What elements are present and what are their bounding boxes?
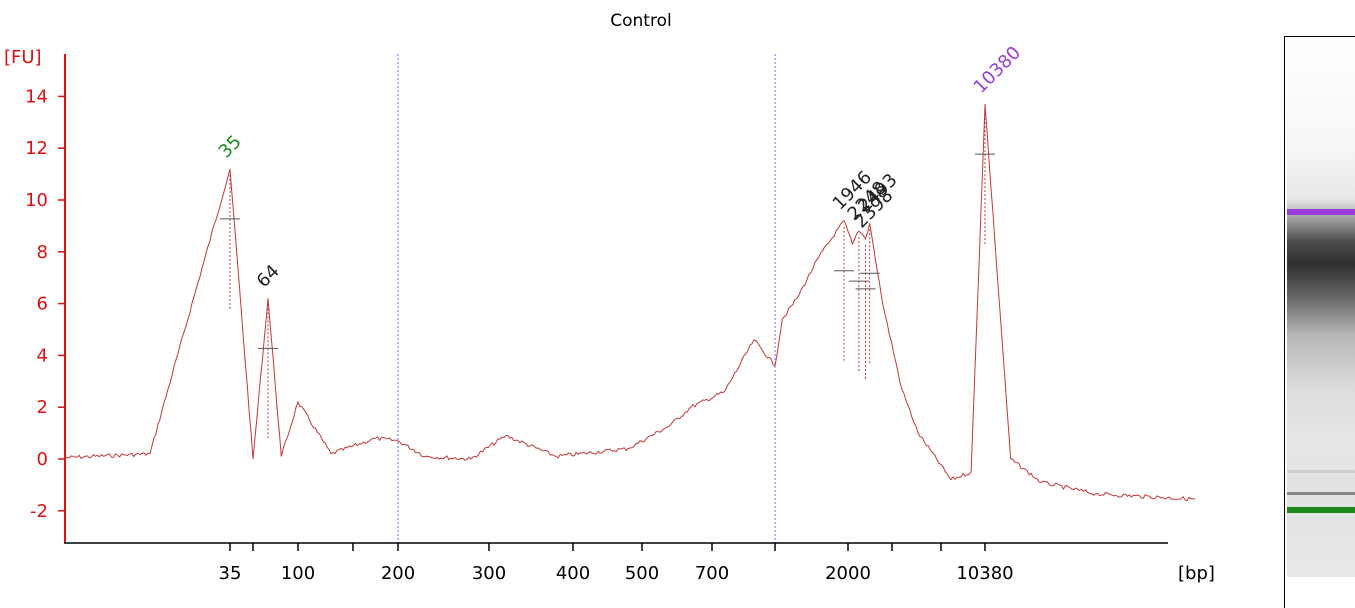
x-tick-label: 200	[381, 563, 415, 584]
x-tick-label: 400	[556, 563, 590, 584]
x-tick-label: 10380	[956, 563, 1013, 584]
peak-label: 64	[253, 261, 284, 292]
gel-lane	[1287, 37, 1355, 577]
peak-label: 10380	[970, 42, 1025, 97]
x-tick-label: 300	[472, 563, 506, 584]
trace-layer	[64, 104, 1196, 502]
y-tick-label: 2	[37, 397, 48, 418]
x-tick-label: 500	[625, 563, 659, 584]
axes-layer	[64, 54, 1168, 544]
y-tick-label: 4	[37, 345, 48, 366]
y-tick-label: 8	[37, 242, 48, 263]
trace-line	[64, 104, 1196, 502]
y-axis-label: [FU]	[4, 47, 42, 68]
gel-band	[1287, 492, 1355, 495]
x-tick-label: 35	[219, 563, 242, 584]
gel-band	[1287, 470, 1355, 473]
upper-marker-band	[1287, 209, 1355, 215]
reference-lines-layer	[397, 54, 776, 543]
x-tick-label: 700	[695, 563, 729, 584]
gel-image	[1284, 36, 1355, 608]
y-tick-label: 0	[37, 449, 48, 470]
y-ticks-layer: -2 0 2 4 6 8 10 12 14	[25, 86, 65, 522]
lower-marker-band	[1287, 507, 1355, 513]
y-tick-label: 10	[25, 190, 48, 211]
y-tick-label: 6	[37, 294, 48, 315]
y-tick-label: 14	[25, 86, 48, 107]
x-tick-label: 2000	[825, 563, 871, 584]
x-axis-label: [bp]	[1178, 563, 1215, 584]
electropherogram: Control [FU] [bp] -2 0 2 4 6 8 10 12 14 35 100 200…	[4, 11, 1215, 584]
x-ticks-layer: 35 100 200 300 400 500 700 2000 10380	[219, 543, 1014, 584]
x-tick-label: 100	[281, 563, 315, 584]
y-tick-label: -2	[30, 501, 48, 522]
y-tick-label: 12	[25, 138, 48, 159]
chart-title: Control	[610, 11, 671, 31]
peak-label: 35	[215, 131, 246, 162]
